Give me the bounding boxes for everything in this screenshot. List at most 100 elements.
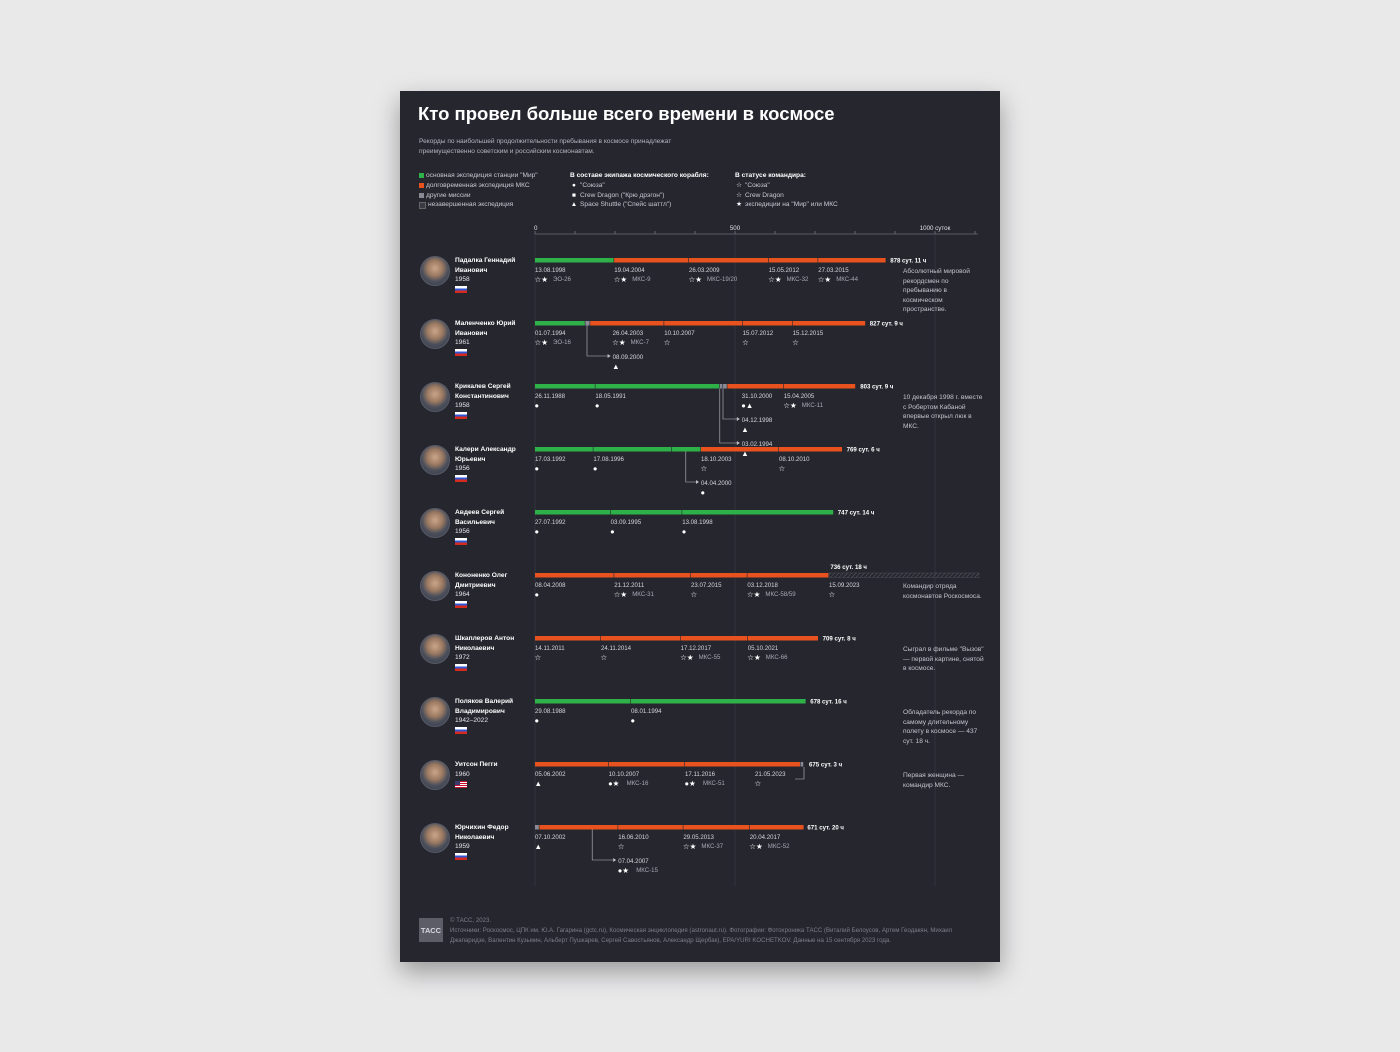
event-date: 03.02.1994 xyxy=(742,441,773,448)
event-date: 04.12.1998 xyxy=(742,417,773,424)
axis-tick-label: 1000 суток xyxy=(920,225,951,232)
mission-bar xyxy=(535,510,610,515)
event-symbol-icon: ☆ xyxy=(779,464,786,473)
avatar xyxy=(420,382,450,412)
mission-bar xyxy=(800,762,804,767)
swatch-incomplete xyxy=(419,201,426,209)
event-date: 15.05.2012 xyxy=(769,267,800,274)
connector-line xyxy=(719,388,739,444)
event-symbol-icon: ☆★ xyxy=(614,590,628,599)
event-date: 01.07.1994 xyxy=(535,330,566,337)
legend-label: незавершенная экспедиция xyxy=(428,201,514,209)
swatch-other xyxy=(419,192,424,198)
event-date: 03.09.1995 xyxy=(611,519,642,526)
legend-crew: В составе экипажа космического корабля: … xyxy=(570,171,709,210)
total-label: 747 сут. 14 ч xyxy=(838,510,875,517)
mission-bar xyxy=(664,321,742,326)
legend-label: Crew Dragon ("Крю дрэгон") xyxy=(580,191,665,199)
event-symbol-icon: ☆ xyxy=(664,338,671,347)
event-mission-label: МКС-55 xyxy=(699,654,721,661)
event-symbol-icon: ☆★ xyxy=(768,275,782,284)
russia-flag-icon xyxy=(455,664,467,672)
mission-bar xyxy=(618,825,683,830)
mission-bar xyxy=(610,510,682,515)
mission-bar xyxy=(701,447,779,452)
person-note: Командир отряда космонавтов Роскосмоса. xyxy=(903,583,982,600)
mission-bar xyxy=(685,762,800,767)
event-date: 16.06.2010 xyxy=(618,834,649,841)
event-date: 13.08.1998 xyxy=(535,267,566,274)
tass-logo: ТАСС xyxy=(419,918,443,942)
legend-commander-item: ★ экспедиции на "Мир" или МКС xyxy=(735,200,838,210)
event-symbol-icon: ☆★ xyxy=(747,590,761,599)
mission-bar xyxy=(539,825,618,830)
footer-sources: Источники: Роскосмос, ЦПК им. Ю.А. Гагар… xyxy=(450,927,953,944)
event-date: 17.08.1996 xyxy=(593,456,624,463)
total-label: 736 сут. 18 ч xyxy=(830,564,867,571)
legend-label: долговременная экспедиция МКС xyxy=(426,181,530,189)
mission-bar xyxy=(535,447,593,452)
event-date: 31.10.2000 xyxy=(742,393,773,400)
event-symbol-icon: ● xyxy=(701,488,706,497)
event-mission-label: МКС-7 xyxy=(631,339,650,346)
us-flag-icon xyxy=(455,780,467,788)
mission-bar xyxy=(631,699,806,704)
event-date: 26.11.1988 xyxy=(535,393,566,400)
legend-commander-heading: В статусе командира: xyxy=(735,172,806,179)
person-name: Крикалев Сергей Константинович 1958 xyxy=(455,382,530,420)
soyuz-crew-icon: ● xyxy=(572,181,576,189)
event-mission-label: МКС-15 xyxy=(636,867,658,874)
infographic-poster: Кто провел больше всего времени в космос… xyxy=(400,91,1000,962)
russia-flag-icon xyxy=(455,286,467,294)
event-symbol-icon: ● xyxy=(535,527,540,536)
total-label: 769 сут. 6 ч xyxy=(847,447,881,454)
connector-line xyxy=(795,767,805,780)
event-date: 20.04.2017 xyxy=(750,834,781,841)
crew-dragon-icon: ■ xyxy=(572,191,576,199)
legend-crew-item: ● "Союза" xyxy=(570,181,709,191)
russia-flag-icon xyxy=(455,538,467,546)
axis-tick-label: 500 xyxy=(730,225,741,232)
event-mission-label: МКС-66 xyxy=(766,654,788,661)
event-date: 15.12.2015 xyxy=(793,330,824,337)
mission-bar xyxy=(585,321,590,326)
avatar xyxy=(420,760,450,790)
event-symbol-icon: ● xyxy=(535,590,540,599)
event-date: 08.01.1994 xyxy=(631,708,662,715)
page-title: Кто провел больше всего времени в космос… xyxy=(418,103,835,124)
person-name: Юрчихин Федор Николаевич 1959 xyxy=(455,823,530,861)
person-note: Первая женщина — командир МКС. xyxy=(903,772,965,789)
legend-mission-types: основная экспедиция станции "Мир" долгов… xyxy=(419,171,538,210)
avatar xyxy=(420,697,450,727)
person-year: 1956 xyxy=(455,528,470,536)
avatar xyxy=(420,823,450,853)
avatar xyxy=(420,571,450,601)
event-symbol-icon: ☆ xyxy=(618,842,625,851)
incomplete-bar xyxy=(828,572,980,578)
mission-bar xyxy=(747,573,829,578)
event-date: 10.10.2007 xyxy=(609,771,640,778)
event-date: 04.04.2000 xyxy=(701,480,732,487)
russia-flag-icon xyxy=(455,853,467,861)
event-date: 05.06.2002 xyxy=(535,771,566,778)
legend-label: Crew Dragon xyxy=(745,191,784,199)
person-name: Калери Александр Юрьевич 1956 xyxy=(455,445,530,483)
event-symbol-icon: ● xyxy=(610,527,615,536)
event-symbol-icon: ☆★ xyxy=(749,842,763,851)
space-shuttle-icon: ▲ xyxy=(570,201,578,209)
event-mission-label: МКС-51 xyxy=(703,780,725,787)
event-date: 26.04.2003 xyxy=(613,330,644,337)
event-symbol-icon: ☆★ xyxy=(535,275,549,284)
event-symbol-icon: ☆ xyxy=(535,653,542,662)
connector-line xyxy=(586,325,610,357)
mission-bar xyxy=(535,258,614,263)
swatch-iss xyxy=(419,183,424,189)
event-date: 05.10.2021 xyxy=(748,645,779,652)
mission-bar xyxy=(779,447,842,452)
total-label: 675 сут. 3 ч xyxy=(809,762,843,769)
event-date: 29.05.2013 xyxy=(683,834,714,841)
event-symbol-icon: ☆ xyxy=(792,338,799,347)
mission-bar xyxy=(683,825,750,830)
event-mission-label: МКС-31 xyxy=(632,591,654,598)
legend-commander-item: ☆ "Союза" xyxy=(735,181,838,191)
